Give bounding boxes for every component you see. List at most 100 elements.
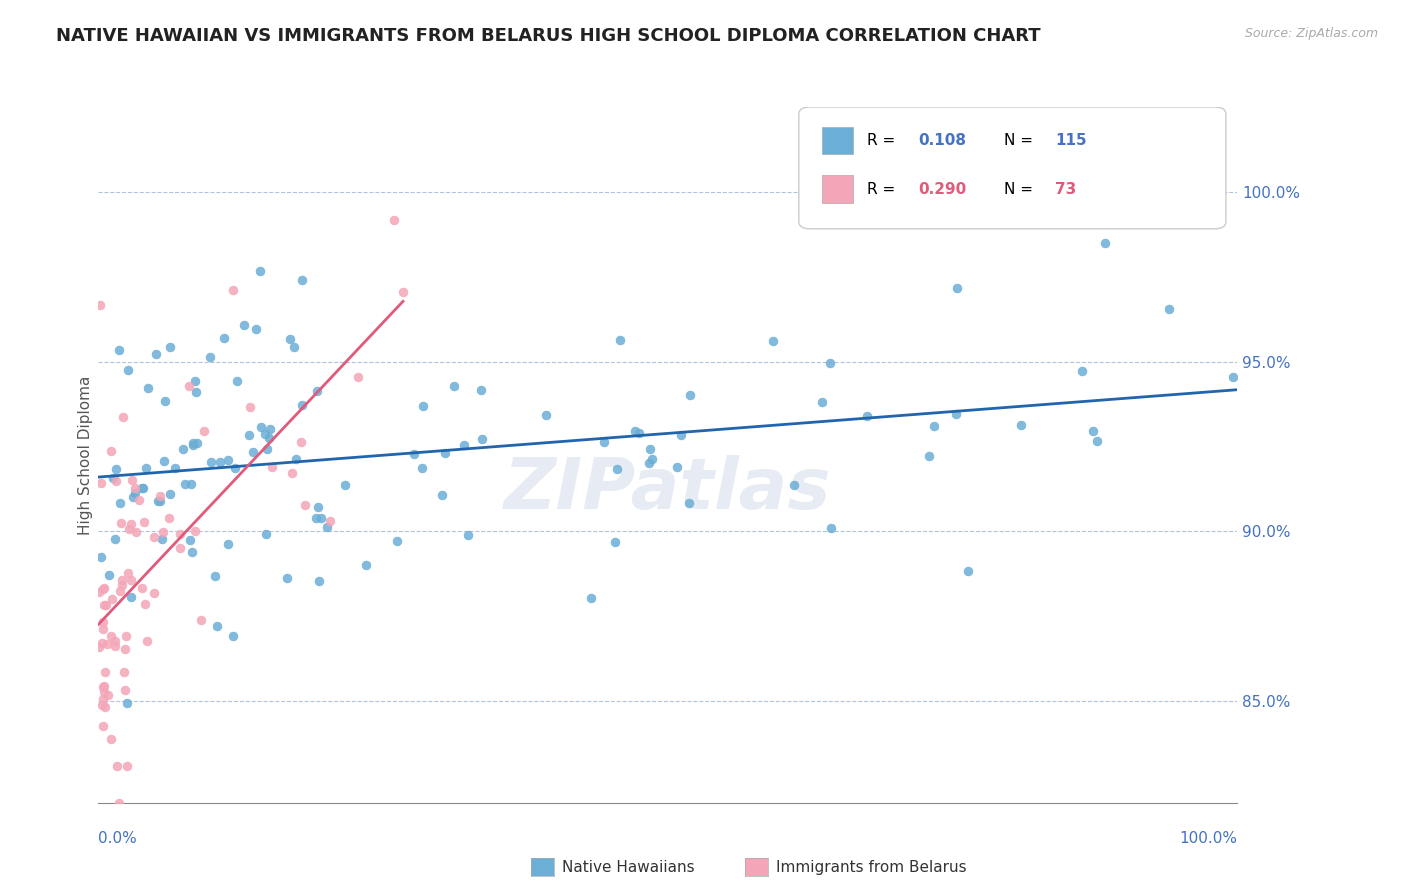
Point	[783, 478, 806, 492]
Point	[238, 427, 260, 442]
Point	[117, 566, 139, 581]
Point	[606, 462, 628, 476]
Point	[290, 398, 312, 412]
Text: 0.108: 0.108	[918, 133, 966, 148]
Point	[91, 680, 114, 694]
Point	[145, 347, 167, 361]
Point	[100, 629, 122, 643]
Text: 115: 115	[1054, 133, 1087, 148]
Point	[453, 438, 475, 452]
Text: NATIVE HAWAIIAN VS IMMIGRANTS FROM BELARUS HIGH SCHOOL DIPLOMA CORRELATION CHART: NATIVE HAWAIIAN VS IMMIGRANTS FROM BELAR…	[56, 27, 1040, 45]
Point	[387, 534, 409, 549]
Point	[115, 759, 138, 773]
Point	[820, 521, 842, 535]
Point	[280, 466, 302, 480]
Point	[91, 698, 114, 712]
Point	[104, 639, 127, 653]
Point	[121, 491, 143, 505]
Point	[136, 381, 159, 395]
Point	[87, 585, 110, 599]
Point	[186, 436, 208, 450]
Point	[159, 340, 181, 354]
Point	[249, 420, 271, 434]
Point	[283, 341, 305, 355]
Text: Source: ZipAtlas.com: Source: ZipAtlas.com	[1244, 27, 1378, 40]
Point	[276, 571, 298, 585]
Point	[94, 665, 117, 680]
Point	[209, 455, 232, 469]
Point	[581, 591, 603, 606]
Point	[1222, 370, 1244, 384]
Point	[222, 283, 245, 297]
Point	[124, 524, 146, 539]
Point	[278, 333, 301, 347]
FancyBboxPatch shape	[821, 127, 853, 154]
Point	[101, 592, 124, 607]
Point	[239, 400, 262, 414]
Point	[110, 496, 132, 510]
Point	[333, 477, 356, 491]
Point	[294, 498, 316, 512]
Point	[319, 514, 342, 528]
Point	[180, 477, 202, 491]
Point	[172, 442, 194, 456]
Point	[97, 568, 120, 582]
Point	[152, 524, 174, 539]
Point	[110, 574, 132, 588]
Point	[114, 642, 136, 657]
Point	[121, 473, 143, 487]
Point	[135, 461, 157, 475]
Point	[242, 445, 264, 459]
Point	[100, 732, 122, 747]
Text: ZIPatlas: ZIPatlas	[505, 455, 831, 524]
Point	[131, 481, 153, 495]
Point	[471, 432, 494, 446]
Point	[190, 613, 212, 627]
Point	[110, 516, 132, 530]
Point	[146, 494, 169, 508]
Point	[108, 796, 131, 810]
Text: 0.290: 0.290	[918, 182, 967, 196]
Point	[245, 321, 267, 335]
Point	[131, 481, 153, 495]
Point	[284, 451, 307, 466]
Point	[169, 541, 191, 556]
Text: 73: 73	[1054, 182, 1077, 196]
Point	[104, 462, 127, 476]
Point	[200, 350, 222, 364]
Point	[411, 461, 433, 475]
Point	[103, 471, 125, 485]
Point	[217, 453, 239, 467]
Point	[91, 622, 114, 636]
Point	[93, 679, 115, 693]
Point	[434, 446, 457, 460]
Point	[181, 545, 204, 559]
Point	[945, 281, 967, 295]
Point	[678, 496, 700, 510]
Point	[91, 635, 114, 649]
Point	[855, 409, 877, 423]
Point	[256, 442, 278, 456]
Point	[603, 535, 626, 549]
Point	[918, 449, 941, 463]
Text: N =: N =	[1004, 133, 1038, 148]
Point	[665, 460, 688, 475]
Point	[104, 634, 127, 648]
Point	[183, 524, 205, 538]
Point	[232, 318, 254, 333]
Point	[443, 378, 465, 392]
Point	[609, 333, 631, 347]
Text: Immigrants from Belarus: Immigrants from Belarus	[776, 861, 967, 875]
Point	[115, 629, 138, 643]
Point	[111, 409, 134, 424]
Point	[922, 419, 945, 434]
Point	[93, 582, 115, 596]
Point	[94, 699, 117, 714]
Point	[91, 615, 114, 629]
Point	[1081, 424, 1104, 438]
Point	[143, 586, 166, 600]
Point	[104, 533, 127, 547]
Point	[534, 408, 557, 422]
Point	[254, 426, 277, 441]
Y-axis label: High School Diploma: High School Diploma	[77, 376, 93, 534]
